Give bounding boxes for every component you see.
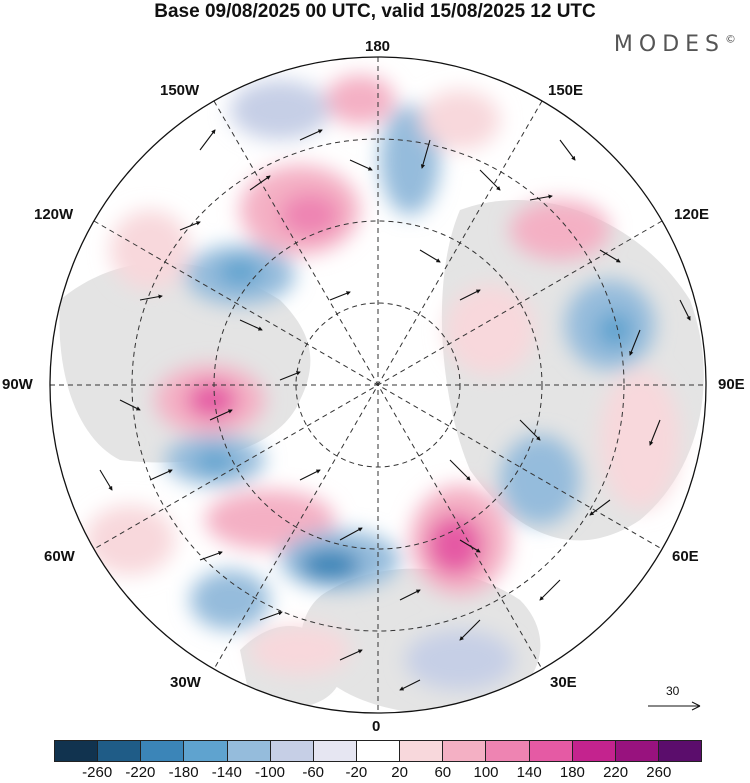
reference-vector: 30	[646, 684, 706, 714]
colorbar-swatch	[356, 741, 401, 761]
anomaly-shading	[85, 75, 680, 690]
lon-label-90e: 90E	[718, 376, 745, 393]
colorbar-tick-label: 260	[646, 764, 672, 781]
lon-label-0: 0	[372, 718, 381, 735]
colorbar-swatch	[658, 741, 702, 761]
reference-vector-label: 30	[666, 684, 680, 698]
brand-logo: MODES©	[614, 32, 736, 57]
colorbar-tick-label: -60	[302, 764, 325, 781]
lon-label-90w: 90W	[2, 376, 33, 393]
map-title: Base 09/08/2025 00 UTC, valid 15/08/2025…	[154, 1, 596, 22]
colorbar-swatch	[443, 741, 487, 761]
lon-label-30w: 30W	[170, 674, 201, 691]
colorbar-tick-label: 140	[516, 764, 542, 781]
colorbar-tick-label: -100	[254, 764, 286, 781]
lon-label-150w: 150W	[160, 82, 200, 99]
colorbar-swatch	[55, 741, 99, 761]
colorbar-swatch	[313, 741, 357, 761]
graticule	[50, 57, 706, 713]
lon-label-120w: 120W	[34, 206, 74, 223]
lon-label-150e: 150E	[548, 82, 584, 99]
colorbar-tick-label: -260	[82, 764, 113, 781]
colorbar-swatch	[98, 741, 142, 761]
colorbar-swatch	[184, 741, 228, 761]
lon-label-60e: 60E	[672, 548, 699, 565]
lon-label-180: 180	[365, 38, 391, 55]
colorbar-swatch	[227, 741, 271, 761]
colorbar-tick-label: 220	[603, 764, 629, 781]
colorbar-tick-label: -180	[168, 764, 199, 781]
colorbar-tick-label: 60	[434, 764, 452, 781]
lon-label-60w: 60W	[44, 548, 75, 565]
colorbar-tick-label: 180	[559, 764, 585, 781]
colorbar-tick-label: -140	[211, 764, 242, 781]
reference-arrow-icon	[648, 701, 701, 711]
colorbar-tick-label: -20	[345, 764, 368, 781]
colorbar-swatch	[615, 741, 659, 761]
colorbar-swatch	[270, 741, 314, 761]
colorbar-swatch	[400, 741, 444, 761]
brand-mark: ©	[725, 32, 736, 46]
lon-label-30e: 30E	[550, 674, 577, 691]
colorbar-swatch	[486, 741, 530, 761]
colorbar	[54, 740, 702, 762]
colorbar-tick-label: -220	[125, 764, 156, 781]
colorbar-swatch	[572, 741, 616, 761]
brand-name: MODES	[613, 32, 725, 57]
colorbar-swatch	[141, 741, 185, 761]
wind-vectors	[99, 129, 691, 691]
colorbar-ticks: -260 -220 -180 -140 -100 -60 -20 20 60 100 140 180 2…	[54, 764, 702, 782]
lon-label-120e: 120E	[674, 206, 710, 223]
colorbar-tick-label: 100	[473, 764, 499, 781]
colorbar-swatch	[529, 741, 573, 761]
colorbar-tick-label: 20	[391, 764, 408, 781]
